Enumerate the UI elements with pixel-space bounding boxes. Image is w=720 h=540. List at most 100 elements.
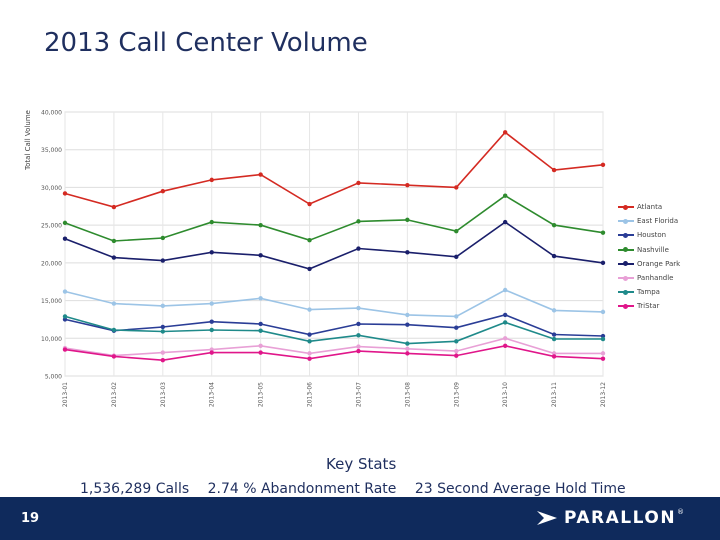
stat-calls: 1,536,289 Calls [80, 481, 190, 497]
legend-label: TriStar [637, 302, 660, 311]
data-point-houston [209, 319, 214, 324]
x-tick-label: 2013-11 [551, 382, 558, 407]
data-point-orange-park [356, 246, 361, 251]
legend-item-panhandle: Panhandle [618, 271, 680, 285]
y-tick-label: 20,000 [41, 260, 62, 267]
data-point-east-florida [160, 303, 166, 309]
series-line-nashville [64, 194, 604, 242]
data-point-tampa [405, 341, 410, 346]
legend-item-houston: Houston [618, 228, 680, 242]
legend-label: East Florida [637, 217, 679, 226]
data-point-orange-park [111, 255, 117, 260]
data-point-panhandle [551, 351, 557, 356]
key-stats-row: 1,536,289 Calls 2.74 % Abandonment Rate … [80, 481, 640, 497]
data-point-nashville [405, 217, 410, 223]
y-tick-label: 10,000 [41, 336, 62, 343]
data-point-tristar [551, 354, 557, 359]
data-point-houston [600, 333, 606, 339]
legend-label: Atlanta [637, 203, 663, 212]
data-point-tristar [405, 351, 410, 356]
data-point-nashville [209, 219, 214, 225]
y-tick-label: 5,000 [45, 374, 62, 381]
footer-bar [0, 497, 720, 540]
data-point-east-florida [111, 301, 117, 306]
stat-abandonment-rate: 2.74 % Abandonment Rate [207, 481, 397, 497]
legend-swatch [618, 289, 634, 295]
series-line-tristar [64, 344, 604, 362]
legend-item-orange-park: Orange Park [618, 257, 680, 271]
data-point-panhandle [405, 346, 410, 352]
data-point-east-florida [405, 312, 410, 318]
data-point-tampa [258, 328, 263, 333]
data-point-nashville [454, 228, 459, 234]
data-point-houston [551, 332, 557, 337]
data-point-houston [502, 312, 508, 318]
logo-registered-mark: ® [677, 508, 685, 516]
legend-swatch [618, 204, 634, 210]
data-point-tampa [62, 314, 68, 319]
legend-swatch [618, 218, 634, 224]
data-point-east-florida [600, 309, 606, 315]
legend-swatch [618, 232, 634, 238]
data-point-nashville [551, 222, 557, 228]
y-axis-label: Total Call Volume [24, 110, 32, 171]
data-point-orange-park [258, 253, 263, 258]
data-point-east-florida [502, 287, 508, 293]
data-point-tristar [356, 348, 361, 354]
x-tick-label: 2013-03 [160, 382, 167, 407]
data-point-atlanta [600, 162, 606, 167]
y-tick-label: 30,000 [41, 185, 62, 192]
plot-area [64, 111, 604, 377]
y-tick-label: 35,000 [41, 147, 62, 154]
data-point-east-florida [356, 305, 361, 311]
data-point-nashville [356, 219, 361, 224]
data-point-tampa [356, 333, 361, 338]
legend-label: Panhandle [637, 274, 674, 283]
data-point-panhandle [160, 350, 166, 355]
data-point-orange-park [307, 266, 312, 272]
legend-label: Houston [637, 231, 667, 240]
data-point-atlanta [551, 167, 557, 173]
data-point-tampa [160, 329, 166, 334]
data-point-east-florida [454, 314, 459, 319]
series-line-orange-park [64, 221, 604, 270]
data-point-houston [62, 317, 68, 322]
data-point-panhandle [356, 344, 361, 349]
data-point-east-florida [307, 307, 312, 312]
chart-legend: Atlanta East Florida Houston Nashville Orang… [618, 200, 680, 314]
data-point-tampa [209, 327, 214, 333]
legend-item-east-florida: East Florida [618, 214, 680, 228]
x-tick-label: 2013-12 [600, 382, 607, 407]
data-point-tampa [111, 327, 117, 333]
series-line-atlanta [64, 131, 604, 208]
slide-title: 2013 Call Center Volume [44, 28, 368, 58]
data-point-east-florida [209, 301, 214, 306]
data-point-nashville [600, 230, 606, 235]
data-point-tristar [502, 343, 508, 349]
data-point-panhandle [209, 347, 214, 352]
data-point-tampa [307, 339, 312, 344]
x-tick-label: 2013-06 [307, 382, 314, 407]
data-point-orange-park [600, 260, 606, 266]
series-line-panhandle [64, 337, 603, 357]
x-tick-label: 2013-05 [258, 382, 265, 407]
legend-swatch [618, 275, 634, 281]
data-point-nashville [258, 222, 263, 228]
data-point-nashville [502, 193, 508, 198]
x-tick-label: 2013-02 [111, 382, 118, 407]
y-tick-label: 15,000 [41, 298, 62, 305]
data-point-orange-park [160, 258, 166, 263]
data-point-orange-park [551, 253, 557, 259]
data-point-atlanta [356, 180, 361, 186]
data-point-panhandle [600, 351, 606, 356]
data-point-atlanta [405, 182, 410, 188]
data-point-panhandle [502, 336, 508, 341]
legend-item-atlanta: Atlanta [618, 200, 680, 214]
data-point-nashville [307, 238, 312, 243]
legend-label: Nashville [637, 245, 669, 254]
data-point-tampa [600, 336, 606, 342]
x-tick-label: 2013-01 [62, 382, 69, 407]
data-point-tampa [502, 320, 508, 325]
legend-label: Tampa [637, 288, 660, 297]
